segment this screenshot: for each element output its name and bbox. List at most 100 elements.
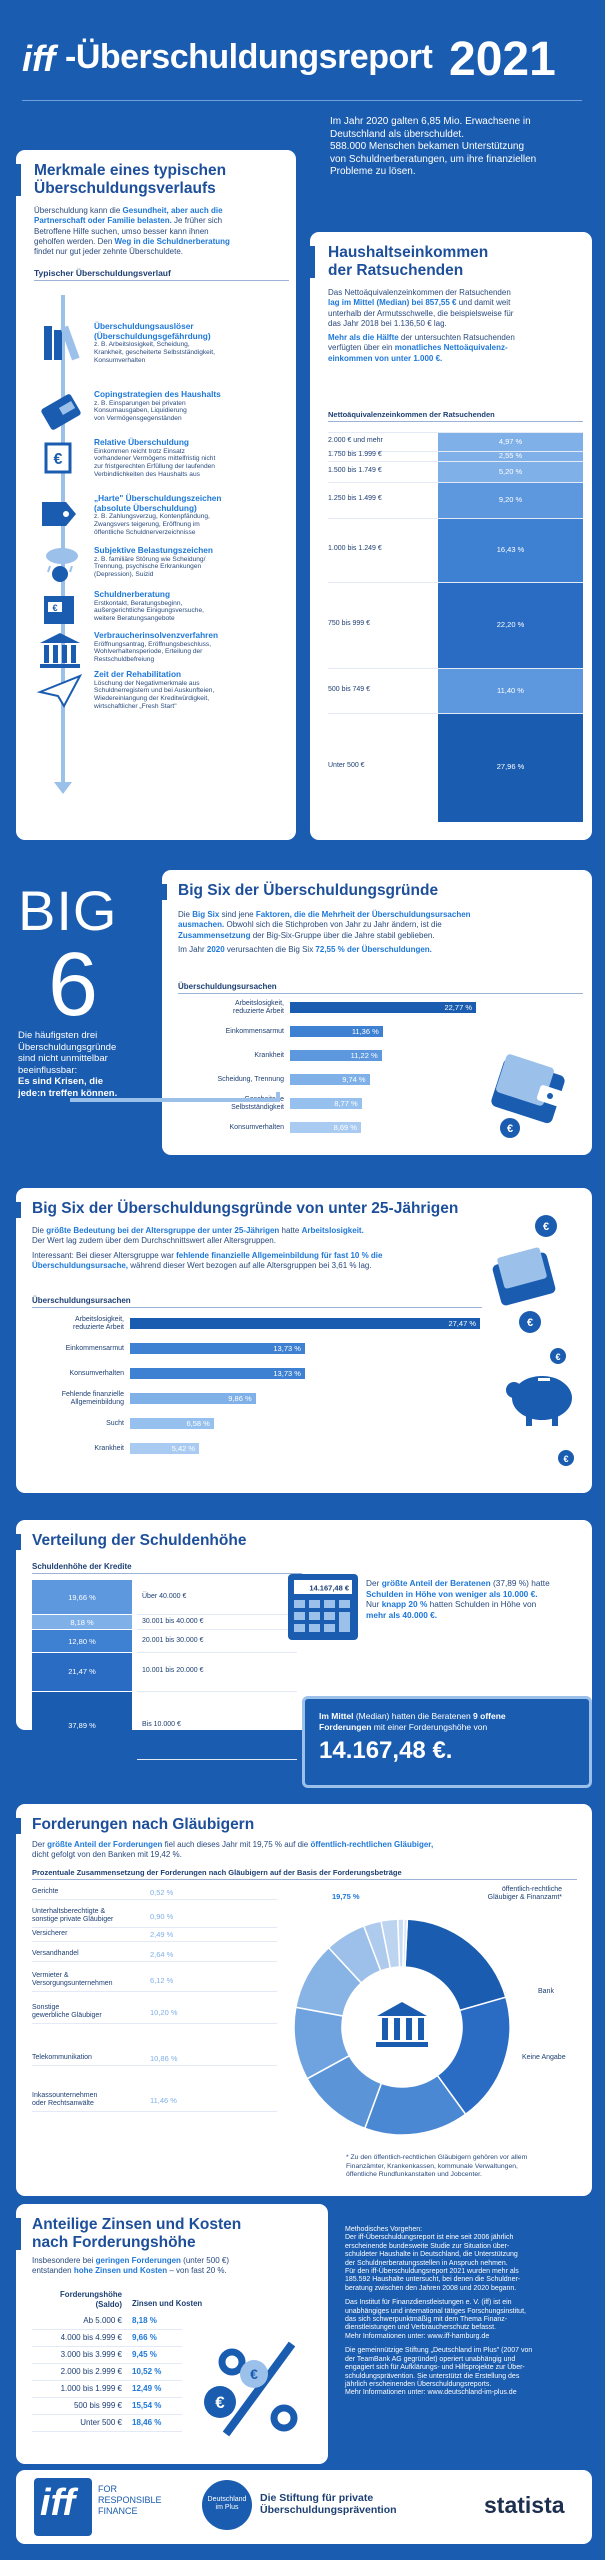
- bar-category: Arbeitslosigkeit, reduzierte Arbeit: [32, 1316, 124, 1333]
- step-desc-line: Löschung der Negativmerkmale aus: [94, 679, 200, 687]
- income-label: 1.250 bis 1.499 €: [328, 494, 382, 502]
- bar: [290, 1050, 382, 1061]
- iff-logo: iff: [34, 2478, 92, 2536]
- creditor-line: [32, 1927, 277, 1928]
- method-line: das sich schwerpunktmäßig mit dem Thema …: [345, 2316, 508, 2324]
- creditor-right-name: Bank: [538, 1988, 554, 1995]
- creditor-right-name-line: öffentlich-rechtliche: [501, 1886, 562, 1893]
- income-label: 1.000 bis 1.249 €: [328, 544, 382, 552]
- debt-value: 37,89 %: [68, 1720, 96, 1730]
- step-desc-line: z. B. familiäre Störung wie Scheidung/: [94, 555, 206, 563]
- bank-icon: [376, 2002, 428, 2047]
- donut-svg: [293, 1918, 511, 2136]
- step-5: Subjektive Belastungszeichen z. B. famili…: [94, 545, 289, 579]
- debt-line: [137, 1759, 297, 1760]
- haushalt-text: Das Nettoäquivalenzeinkommen der Ratsuch…: [328, 288, 515, 363]
- creditor-value: 0,90 %: [150, 1912, 174, 1921]
- zins-line: [32, 2329, 182, 2330]
- creditor-value: 0,52 %: [150, 1888, 174, 1897]
- debt-line: [137, 1690, 297, 1692]
- debt-block: [32, 1630, 132, 1653]
- zins-value: 10,52 %: [132, 2367, 162, 2376]
- debt-value: 12,80 %: [68, 1636, 96, 1646]
- svg-text:€: €: [52, 603, 57, 613]
- coins-icon: € € € €: [486, 1206, 586, 1486]
- bar-category: Scheidung, Trennung: [217, 1075, 284, 1083]
- income-row-divider: [328, 451, 583, 453]
- step-icon-tag: [36, 494, 88, 534]
- glaeubiger-sub: Prozentuale Zusammensetzung der Forderun…: [32, 1868, 402, 1877]
- method-line: der Schuldnerberatungsstellen in Anspruc…: [345, 2259, 508, 2267]
- step-title-line: Relative Überschuldung: [94, 437, 189, 447]
- method-line: beratung zwischen den Jahren 2008 und 20…: [345, 2284, 517, 2292]
- step-desc-line: Konsumverhalten: [94, 356, 146, 364]
- method-line: Die gemeinnützige Stiftung „Deutschland …: [345, 2347, 533, 2355]
- bar: [130, 1343, 305, 1354]
- creditor-value: 10,20 %: [150, 2008, 178, 2017]
- bar: [290, 1074, 370, 1085]
- glaeubiger-title: Forderungen nach Gläubigern: [32, 1816, 255, 1833]
- method-line: Mehr Informationen unter: www.iff-hambur…: [345, 2332, 490, 2340]
- median-text: Im Mittel (Median) hatten die Beratenen …: [319, 1711, 506, 1732]
- creditor-label: Unterhaltsberechtigte & sonstige private …: [32, 1908, 147, 1925]
- debt-line: [137, 1614, 297, 1616]
- zins-line: [32, 2363, 182, 2364]
- bar-value: 11,22 %: [350, 1050, 378, 1060]
- step-desc-line: (Depression), Suizid: [94, 571, 154, 579]
- income-row-divider: [328, 668, 583, 670]
- creditor-value: 11,46 %: [150, 2096, 177, 2105]
- u25-title: Big Six der Überschuldungsgründe von unt…: [32, 1200, 459, 1217]
- step-desc-line: wirtschaftlicher „Fresh Start": [94, 702, 177, 710]
- bar-category-line: Arbeitslosigkeit,: [74, 1315, 124, 1323]
- creditor-label-line: Vermieter &: [32, 1972, 69, 1979]
- debt-category: 10.001 bis 20.000 €: [142, 1667, 204, 1675]
- iff-logo-text: FOR RESPONSIBLE FINANCE: [98, 2484, 162, 2516]
- income-value: 27,96 %: [496, 762, 525, 772]
- step-desc-line: von Vermögensgegenständen: [94, 415, 182, 423]
- creditor-line: [32, 2023, 277, 2024]
- step-title-line: Schuldnerberatung: [94, 589, 171, 599]
- bar-value: 13,73 %: [273, 1343, 301, 1353]
- method-p3: Die gemeinnützige Stiftung „Deutschland …: [345, 2347, 595, 2397]
- creditor-label-line: Sonstige: [32, 2004, 60, 2011]
- step-4: „Harte" Überschuldungszeichen (absolute Ü…: [94, 493, 289, 536]
- income-bar: [438, 452, 583, 462]
- step-desc-line: weitere Beratungsangebote: [94, 615, 175, 623]
- step-title-line: Verbraucherinsolvenzverfahren: [94, 630, 219, 640]
- creditor-value: 6,12 %: [150, 1976, 174, 1985]
- bar-category: Einkommensarmut: [225, 1027, 284, 1035]
- creditor-right-value: 19,75 %: [332, 1892, 360, 1901]
- big6-side-text: Die häufigsten drei Überschuldungsgründe s…: [18, 1030, 118, 1099]
- step-desc-line: z. B. Einsparungen bei privaten: [94, 399, 186, 407]
- step-title-line: Überschuldungsauslöser: [94, 321, 194, 331]
- income-value: 16,43 %: [496, 544, 525, 554]
- zinsen-accent: [16, 2218, 21, 2250]
- method-line: Das Institut für Finanzdienstleistungen …: [345, 2299, 512, 2307]
- merkmale-sub-line: [34, 280, 289, 281]
- merkmale-accent: [16, 164, 21, 196]
- bar: [130, 1443, 200, 1454]
- svg-text:€: €: [543, 1221, 549, 1233]
- bar: [130, 1318, 480, 1329]
- bar: [290, 1122, 361, 1133]
- step-title-line: „Harte" Überschuldungszeichen: [94, 493, 222, 503]
- median-value: 14.167,48 €.: [319, 1737, 453, 1764]
- creditor-label-line: sonstige private Gläubiger: [32, 1916, 114, 1924]
- schulden-chart: 19,66 % Über 40.000 € 8,18 % 30.001 bis 40.…: [32, 1580, 302, 1770]
- schulden-median-box: Im Mittel (Median) hatten die Beratenen …: [302, 1696, 592, 1788]
- creditor-label: Gerichte: [32, 1888, 147, 1896]
- bar-category-line: Arbeitslosigkeit,: [234, 999, 284, 1007]
- step-desc-line: zur fristgerechten Erfüllung der laufend…: [94, 463, 215, 471]
- income-label: 750 bis 999 €: [328, 620, 371, 628]
- bar-category-line: reduzierte Arbeit: [233, 1008, 284, 1015]
- creditor-right-name: Keine Angabe: [522, 2054, 566, 2061]
- footer: iff FOR RESPONSIBLE FINANCE Deutschland im …: [16, 2470, 592, 2544]
- method-line: der TeamBank AG gegründet) operiert unab…: [345, 2355, 516, 2363]
- income-value: 11,40 %: [497, 685, 524, 695]
- step-desc-line: Krankheit, gescheiterte Selbstständigkei…: [94, 348, 215, 356]
- bar: [130, 1393, 256, 1404]
- method-text: Methodisches Vorgehen: Der iff-Überschuld…: [345, 2226, 595, 2398]
- debt-block: [32, 1580, 132, 1615]
- zinsen-title: Anteilige Zinsen und Kosten nach Forderun…: [32, 2216, 242, 2251]
- income-value: 9,20 %: [498, 494, 523, 504]
